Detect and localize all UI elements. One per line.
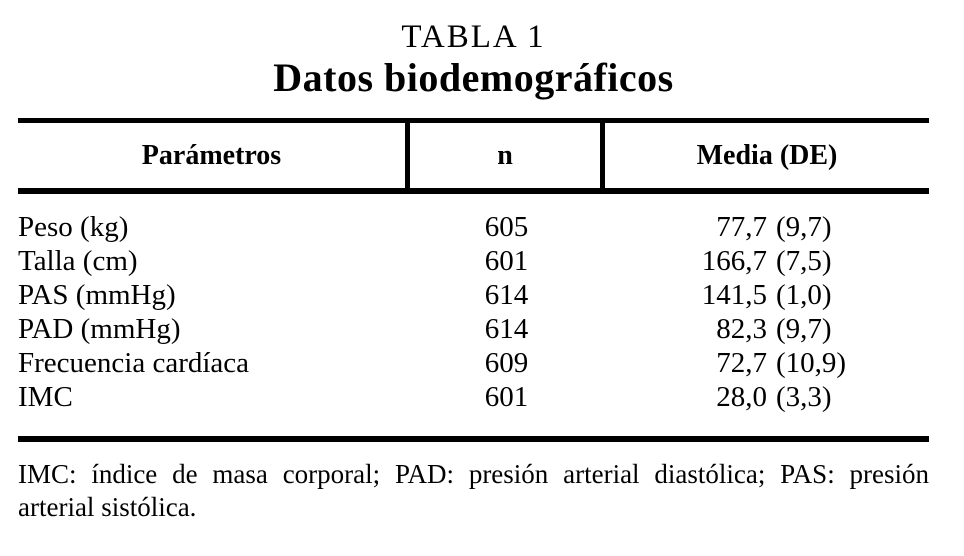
cell-parametro: Frecuencia cardíaca [18, 347, 250, 379]
cell-n: 609 [484, 347, 529, 379]
data-table: Parámetros n Media (DE) Peso (kg) 605 77… [18, 118, 929, 442]
cell-media-mean: 72,7 [716, 347, 767, 379]
table-footnote: IMC: índice de masa corporal; PAD: presi… [18, 458, 929, 524]
cell-media-mean: 141,5 [701, 279, 767, 311]
column-header-n: n [497, 139, 513, 171]
cell-media-de: (10,9) [776, 347, 847, 379]
cell-n: 614 [484, 313, 529, 345]
cell-media: 72,7 (10,9) [603, 346, 929, 380]
table-number-label: TABLA 1 [401, 19, 546, 55]
cell-media-de: (9,7) [776, 211, 832, 243]
cell-n: 601 [484, 381, 529, 413]
table-row: PAD (mmHg) 614 82,3 (9,7) [18, 312, 929, 346]
cell-media: 166,7 (7,5) [603, 244, 929, 278]
cell-media: 28,0 (3,3) [603, 380, 929, 414]
table-heading: TABLA 1 Datos biodemográficos [18, 18, 929, 100]
cell-media-mean: 77,7 [716, 211, 767, 243]
cell-n: 614 [484, 279, 529, 311]
cell-parametro: Talla (cm) [18, 245, 138, 277]
cell-media: 77,7 (9,7) [603, 210, 929, 244]
cell-parametro: IMC [18, 381, 73, 413]
cell-media-de: (9,7) [776, 313, 832, 345]
table-title: Datos biodemográficos [273, 55, 674, 100]
header-divider-left [405, 123, 410, 188]
table-top-rule [18, 118, 929, 123]
cell-n: 605 [484, 211, 529, 243]
table-body: Peso (kg) 605 77,7 (9,7) Talla (cm) 601 … [18, 194, 929, 436]
table-row: PAS (mmHg) 614 141,5 (1,0) [18, 278, 929, 312]
cell-parametro: PAD (mmHg) [18, 313, 181, 345]
table-row: IMC 601 28,0 (3,3) [18, 380, 929, 414]
cell-media-de: (7,5) [776, 245, 832, 277]
column-header-parametros: Parámetros [141, 139, 282, 171]
table-header-rule [18, 188, 929, 194]
table-row: Peso (kg) 605 77,7 (9,7) [18, 210, 929, 244]
cell-media-de: (1,0) [776, 279, 832, 311]
cell-media: 141,5 (1,0) [603, 278, 929, 312]
footnote-line-1: IMC: índice de masa corporal; PAD: presi… [18, 459, 929, 489]
table-bottom-rule [18, 436, 929, 442]
cell-media-de: (3,3) [776, 381, 832, 413]
cell-parametro: Peso (kg) [18, 211, 129, 243]
footnote-line-2: arterial sistólica. [18, 492, 197, 522]
cell-n: 601 [484, 245, 529, 277]
cell-media-mean: 82,3 [716, 313, 767, 345]
cell-media: 82,3 (9,7) [603, 312, 929, 346]
column-header-media-de: Media (DE) [696, 139, 838, 171]
header-divider-right [600, 123, 605, 188]
table-row: Talla (cm) 601 166,7 (7,5) [18, 244, 929, 278]
cell-parametro: PAS (mmHg) [18, 279, 176, 311]
cell-media-mean: 28,0 [716, 381, 767, 413]
table-row: Frecuencia cardíaca 609 72,7 (10,9) [18, 346, 929, 380]
cell-media-mean: 166,7 [701, 245, 767, 277]
table-header-row: Parámetros n Media (DE) [18, 123, 929, 188]
